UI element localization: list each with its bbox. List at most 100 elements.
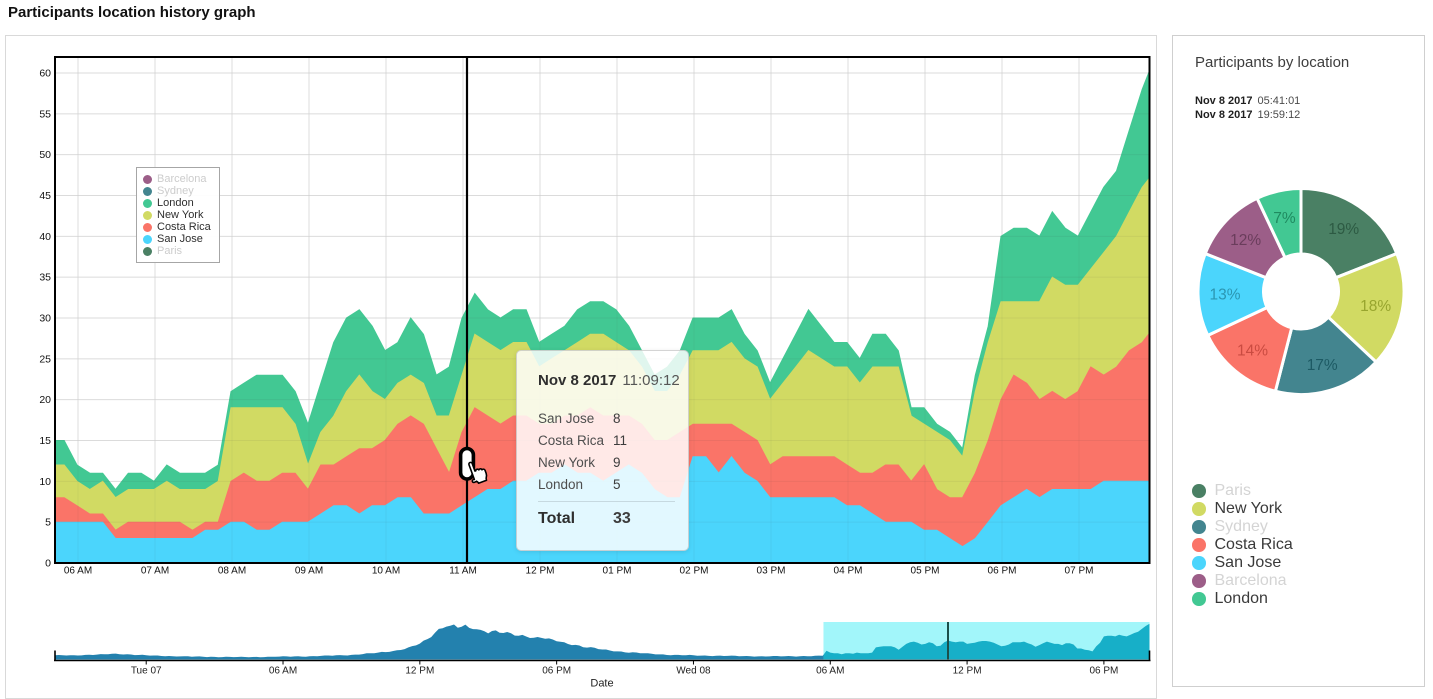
crosshair[interactable] — [458, 57, 489, 563]
svg-text:45: 45 — [39, 190, 51, 202]
tooltip-total-row: Total 33 — [538, 510, 688, 528]
main-chart-legend: Barcelona Sydney London New York Costa Rica S… — [136, 167, 220, 263]
side-legend-item-label: Barcelona — [1214, 572, 1287, 589]
participants-donut-chart[interactable]: 19% 18% 17% 14% 13% 12% 7% — [1190, 180, 1412, 402]
svg-text:01 PM: 01 PM — [603, 566, 632, 577]
donut-slice-percent-label: 12% — [1230, 232, 1261, 249]
donut-slice-paris[interactable] — [1299, 187, 1399, 280]
side-legend-item-label: New York — [1214, 500, 1283, 517]
legend-item-sydney[interactable]: Sydney — [143, 185, 213, 197]
side-legend-item-label: Sydney — [1214, 518, 1268, 535]
legend-item-label: Costa Rica — [157, 221, 211, 233]
svg-text:11 AM: 11 AM — [449, 566, 477, 577]
tooltip-row: Costa Rica 11 — [538, 429, 688, 451]
tooltip-header: Nov 8 2017 11:09:12 — [538, 372, 688, 389]
svg-text:06 AM: 06 AM — [816, 666, 844, 677]
svg-text:06 AM: 06 AM — [64, 566, 92, 577]
tooltip-row: San Jose 8 — [538, 407, 688, 429]
tooltip-total-label: Total — [538, 510, 576, 527]
legend-item-label: Sydney — [157, 185, 194, 197]
side-legend-item-label: San Jose — [1214, 554, 1282, 571]
range-end-time: 19:59:12 — [1257, 108, 1301, 121]
legend-item-label: San Jose — [157, 233, 203, 245]
side-panel-card — [1172, 35, 1425, 687]
side-legend-item-label: Paris — [1214, 482, 1251, 499]
svg-text:06 AM: 06 AM — [269, 666, 297, 677]
side-legend-item-barcelona[interactable]: Barcelona — [1192, 572, 1293, 590]
svg-text:03 PM: 03 PM — [757, 566, 786, 577]
svg-text:30: 30 — [39, 312, 51, 324]
svg-text:12 PM: 12 PM — [526, 566, 555, 577]
range-start-date: Nov 8 2017 — [1195, 95, 1253, 107]
legend-swatch-icon — [143, 234, 152, 244]
svg-text:05 PM: 05 PM — [911, 566, 940, 577]
legend-item-barcelona[interactable]: Barcelona — [143, 173, 213, 185]
side-legend-swatch-icon — [1192, 574, 1206, 588]
crosshair-handle-icon[interactable] — [458, 446, 476, 481]
donut-slice-percent-label: 7% — [1273, 210, 1296, 227]
tooltip-row-label: New York — [538, 454, 596, 470]
navigator[interactable] — [54, 622, 1151, 662]
donut-slice-sydney[interactable] — [1273, 315, 1378, 396]
svg-text:35: 35 — [39, 272, 51, 284]
legend-item-london[interactable]: London — [143, 197, 213, 209]
range-end: Nov 8 2017 19:59:12 — [1195, 109, 1300, 123]
page-title: Participants location history graph — [8, 4, 256, 21]
svg-text:40: 40 — [39, 231, 51, 243]
navigator-selected-area — [823, 623, 1150, 660]
svg-text:55: 55 — [39, 108, 51, 120]
side-legend-item-label: London — [1214, 590, 1268, 607]
legend-item-label: Paris — [157, 245, 183, 257]
svg-text:07 PM: 07 PM — [1065, 566, 1094, 577]
donut-slice-percent-label: 18% — [1360, 298, 1391, 315]
tooltip-row-label: Costa Rica — [538, 432, 605, 448]
side-legend-item-london[interactable]: London — [1192, 590, 1293, 608]
tooltip-row: New York 9 — [538, 451, 688, 473]
legend-item-costa-rica[interactable]: Costa Rica — [143, 221, 213, 233]
donut-slice-percent-label: 17% — [1307, 357, 1338, 374]
side-legend-swatch-icon — [1192, 592, 1206, 606]
tooltip-row-value: 9 — [613, 454, 621, 470]
tooltip-row-label: San Jose — [538, 410, 595, 426]
side-panel-legend: Paris New York Sydney Costa Rica San Jose Bar… — [1192, 482, 1293, 608]
donut-slice-london[interactable] — [1255, 187, 1303, 260]
donut-slice-percent-label: 19% — [1328, 221, 1359, 238]
side-legend-swatch-icon — [1192, 520, 1206, 534]
side-panel-date-range: Nov 8 2017 05:41:01 Nov 8 2017 19:59:12 — [1195, 95, 1300, 122]
tooltip-rows: San Jose 8 Costa Rica 11 New York 9 London 5 — [538, 407, 688, 495]
chart-tooltip: Nov 8 2017 11:09:12 San Jose 8 Costa Rica 11… — [516, 350, 689, 551]
side-legend-item-new-york[interactable]: New York — [1192, 500, 1293, 518]
legend-item-san-jose[interactable]: San Jose — [143, 233, 213, 245]
svg-text:08 AM: 08 AM — [218, 566, 246, 577]
y-axis-labels: 0 5 10 15 20 25 30 35 40 45 50 55 60 — [39, 67, 51, 569]
svg-text:60: 60 — [39, 67, 51, 79]
svg-text:06 PM: 06 PM — [988, 566, 1017, 577]
legend-swatch-icon — [143, 222, 152, 232]
navigator-axis-title: Date — [590, 678, 613, 690]
side-legend-item-costa-rica[interactable]: Costa Rica — [1192, 536, 1293, 554]
svg-text:Tue 07: Tue 07 — [131, 666, 162, 677]
legend-item-new-york[interactable]: New York — [143, 209, 213, 221]
legend-item-label: New York — [157, 209, 204, 221]
x-axis-labels: 06 AM 07 AM 08 AM 09 AM 10 AM 11 AM 12 PM 01 PM… — [64, 566, 1094, 577]
svg-text:12 PM: 12 PM — [405, 666, 434, 677]
svg-text:09 AM: 09 AM — [295, 566, 323, 577]
side-legend-item-paris[interactable]: Paris — [1192, 482, 1293, 500]
tooltip-total-value: 33 — [613, 510, 631, 527]
side-legend-item-san-jose[interactable]: San Jose — [1192, 554, 1293, 572]
svg-text:25: 25 — [39, 353, 51, 365]
svg-text:0: 0 — [45, 558, 51, 570]
svg-text:06 PM: 06 PM — [542, 666, 571, 677]
tooltip-time: 11:09:12 — [622, 372, 680, 389]
side-legend-item-sydney[interactable]: Sydney — [1192, 518, 1293, 536]
plot-border — [54, 56, 1151, 564]
svg-text:06 PM: 06 PM — [1089, 666, 1118, 677]
svg-text:15: 15 — [39, 435, 51, 447]
legend-swatch-icon — [143, 210, 152, 220]
legend-item-paris[interactable]: Paris — [143, 245, 213, 257]
range-start: Nov 8 2017 05:41:01 — [1195, 95, 1300, 109]
tooltip-row-value: 11 — [613, 432, 628, 448]
navigator-axis-labels: Tue 07 06 AM 12 PM 06 PM Wed 08 06 AM 12 PM 06 … — [131, 660, 1118, 690]
tooltip-row-value: 5 — [613, 476, 621, 492]
range-start-time: 05:41:01 — [1257, 95, 1301, 107]
